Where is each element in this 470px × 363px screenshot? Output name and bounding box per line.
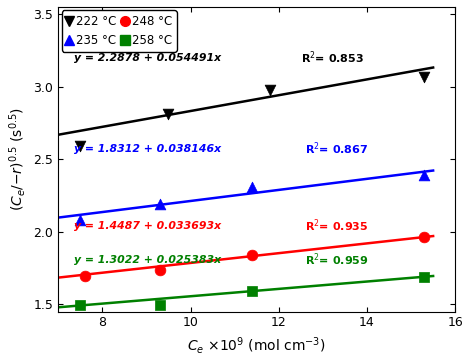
Point xyxy=(266,87,274,93)
Point xyxy=(421,274,428,280)
Point xyxy=(77,217,84,223)
Text: R$^2$= 0.853: R$^2$= 0.853 xyxy=(301,49,364,66)
Point xyxy=(156,201,164,207)
Point xyxy=(421,172,428,178)
Text: R$^2$= 0.935: R$^2$= 0.935 xyxy=(305,218,368,234)
Point xyxy=(81,273,88,279)
Point xyxy=(421,74,428,79)
Point xyxy=(249,184,256,190)
Point xyxy=(249,289,256,294)
Point xyxy=(421,234,428,240)
Text: y = 1.3022 + 0.025383x: y = 1.3022 + 0.025383x xyxy=(74,255,221,265)
X-axis label: $C_e$ $\times 10^9$ (mol cm$^{-3}$): $C_e$ $\times 10^9$ (mol cm$^{-3}$) xyxy=(188,335,326,356)
Y-axis label: $(C_e/{-r})^{0.5}$ (s$^{0.5}$): $(C_e/{-r})^{0.5}$ (s$^{0.5}$) xyxy=(7,107,28,211)
Text: y = 1.8312 + 0.038146x: y = 1.8312 + 0.038146x xyxy=(74,144,221,154)
Legend: 222 °C, 235 °C, 248 °C, 258 °C: 222 °C, 235 °C, 248 °C, 258 °C xyxy=(62,11,177,52)
Point xyxy=(77,143,84,148)
Text: R$^2$= 0.867: R$^2$= 0.867 xyxy=(305,141,368,158)
Point xyxy=(249,252,256,258)
Text: y = 2.2878 + 0.054491x: y = 2.2878 + 0.054491x xyxy=(74,53,221,63)
Point xyxy=(156,302,164,308)
Point xyxy=(165,111,172,117)
Text: y = 1.4487 + 0.033693x: y = 1.4487 + 0.033693x xyxy=(74,221,221,231)
Point xyxy=(156,267,164,273)
Text: R$^2$= 0.959: R$^2$= 0.959 xyxy=(305,252,369,268)
Point xyxy=(77,302,84,307)
